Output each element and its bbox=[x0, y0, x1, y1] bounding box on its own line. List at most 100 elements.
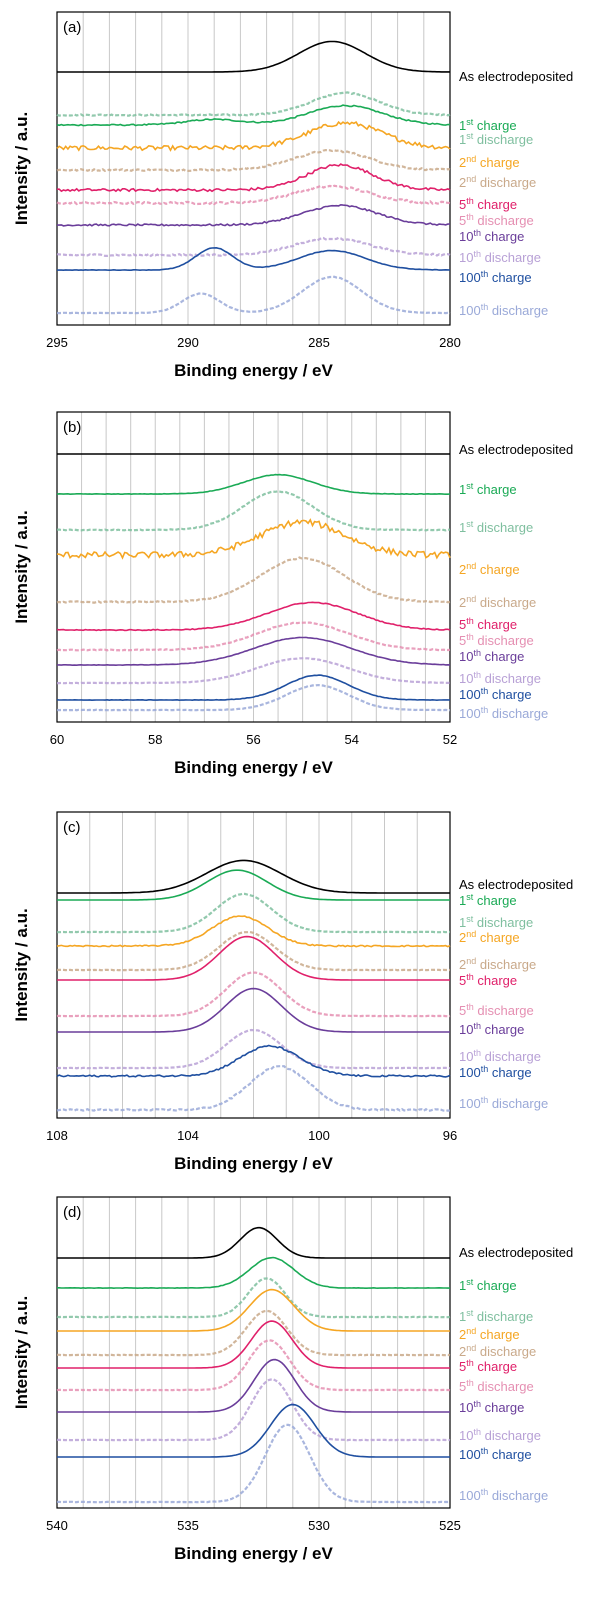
series-label: 2nd discharge bbox=[459, 174, 536, 190]
series-label: 2nd charge bbox=[459, 561, 520, 577]
x-tick-label: 285 bbox=[308, 335, 330, 350]
series-line bbox=[57, 656, 451, 685]
series-line bbox=[56, 104, 451, 127]
x-tick-label: 290 bbox=[177, 335, 199, 350]
x-tick-label: 104 bbox=[177, 1128, 199, 1143]
series-line bbox=[57, 1320, 450, 1369]
series-label: 5th discharge bbox=[459, 632, 534, 648]
series-label: 1st charge bbox=[459, 481, 517, 497]
series-line bbox=[57, 892, 450, 934]
series-line bbox=[56, 930, 450, 972]
y-axis-title: Intensity / a.u. bbox=[12, 908, 31, 1021]
series-label: 5th charge bbox=[459, 616, 517, 632]
series-label: 100th charge bbox=[459, 1064, 532, 1080]
series-line bbox=[56, 473, 451, 496]
series-label: 100th charge bbox=[459, 686, 532, 702]
series-label: 2nd charge bbox=[459, 154, 520, 170]
series-line bbox=[57, 1288, 450, 1332]
series-label: 10th charge bbox=[459, 648, 524, 664]
y-axis-title: Intensity / a.u. bbox=[12, 112, 31, 225]
series-line bbox=[56, 915, 451, 948]
x-tick-label: 52 bbox=[443, 732, 457, 747]
series-line bbox=[56, 601, 451, 632]
series-label: 10th charge bbox=[459, 1021, 524, 1037]
series-label: 10th discharge bbox=[459, 1427, 541, 1443]
series-label: 100th discharge bbox=[459, 302, 548, 318]
series-line bbox=[56, 556, 451, 604]
series-label: As electrodeposited bbox=[459, 1245, 573, 1260]
series-label: 5th discharge bbox=[459, 1002, 534, 1018]
series-line bbox=[57, 935, 450, 981]
series-label: 10th discharge bbox=[459, 249, 541, 265]
series-label: 5th charge bbox=[459, 1358, 517, 1374]
series-line bbox=[56, 674, 451, 702]
series-line bbox=[56, 1277, 451, 1319]
series-label: 10th charge bbox=[459, 228, 524, 244]
series-line bbox=[57, 859, 450, 894]
series-line bbox=[57, 40, 450, 73]
plot-frame bbox=[56, 811, 451, 1119]
x-tick-label: 108 bbox=[46, 1128, 68, 1143]
x-tick-label: 58 bbox=[148, 732, 162, 747]
series-label: 10th discharge bbox=[459, 670, 541, 686]
series-label: 5th discharge bbox=[459, 1378, 534, 1394]
series-label: 5th charge bbox=[459, 972, 517, 988]
series-line bbox=[56, 149, 451, 173]
x-tick-label: 295 bbox=[46, 335, 68, 350]
series-label: 1st discharge bbox=[459, 519, 533, 535]
series-label: 100th discharge bbox=[459, 1487, 548, 1503]
series-line bbox=[57, 987, 450, 1033]
x-axis-title: Binding energy / eV bbox=[174, 1154, 333, 1173]
series-label: 100th discharge bbox=[459, 705, 548, 721]
series-label: 5th charge bbox=[459, 196, 517, 212]
series-line bbox=[56, 184, 451, 206]
y-axis-title: Intensity / a.u. bbox=[12, 510, 31, 623]
series-label: 1st discharge bbox=[459, 914, 533, 930]
series-line bbox=[57, 1358, 450, 1413]
panel-1: (a) 295 290 285 280 Binding energy / eV Intens… bbox=[12, 11, 573, 380]
series-line bbox=[57, 869, 450, 901]
series-line bbox=[56, 1423, 451, 1504]
series-line bbox=[56, 621, 451, 652]
series-line bbox=[57, 1226, 450, 1259]
x-tick-label: 535 bbox=[177, 1518, 199, 1533]
series-label: 2nd discharge bbox=[459, 956, 536, 972]
series-line bbox=[56, 246, 451, 272]
series-line bbox=[57, 203, 451, 227]
series-line bbox=[56, 275, 451, 315]
series-line bbox=[56, 91, 451, 117]
series-line bbox=[56, 120, 451, 152]
x-axis-title: Binding energy / eV bbox=[174, 758, 333, 777]
series-line bbox=[57, 163, 451, 193]
series-line bbox=[57, 1309, 451, 1357]
series-line bbox=[57, 1256, 450, 1290]
series-label: 10th charge bbox=[459, 1399, 524, 1415]
series-line bbox=[56, 1339, 451, 1392]
series-label: As electrodeposited bbox=[459, 877, 573, 892]
series-line bbox=[56, 636, 451, 667]
series-line bbox=[56, 1044, 451, 1078]
x-tick-label: 540 bbox=[46, 1518, 68, 1533]
series-label: 100th discharge bbox=[459, 1095, 548, 1111]
series-line bbox=[56, 1065, 451, 1113]
series-label: 2nd discharge bbox=[459, 594, 536, 610]
x-axis-title: Binding energy / eV bbox=[174, 1544, 333, 1563]
series-label: As electrodeposited bbox=[459, 69, 573, 84]
panel-3: (c) 108 104 100 96 Binding energy / eV Intensi… bbox=[12, 811, 573, 1173]
panel-2: (b) 60 58 56 54 52 Binding energy / eV Intensit… bbox=[12, 411, 573, 777]
panel-label: (d) bbox=[63, 1204, 81, 1221]
panel-label: (a) bbox=[63, 19, 81, 36]
x-tick-label: 60 bbox=[50, 732, 64, 747]
series-label: 1st discharge bbox=[459, 131, 533, 147]
x-tick-label: 54 bbox=[345, 732, 359, 747]
series-line bbox=[56, 518, 451, 560]
series-label: 10th discharge bbox=[459, 1048, 541, 1064]
x-tick-label: 525 bbox=[439, 1518, 461, 1533]
x-tick-label: 96 bbox=[443, 1128, 457, 1143]
series-label: 2nd discharge bbox=[459, 1343, 536, 1359]
x-axis-title: Binding energy / eV bbox=[174, 361, 333, 380]
panel-label: (c) bbox=[63, 819, 81, 836]
series-label: 100th charge bbox=[459, 1446, 532, 1462]
series-line bbox=[56, 1028, 450, 1070]
